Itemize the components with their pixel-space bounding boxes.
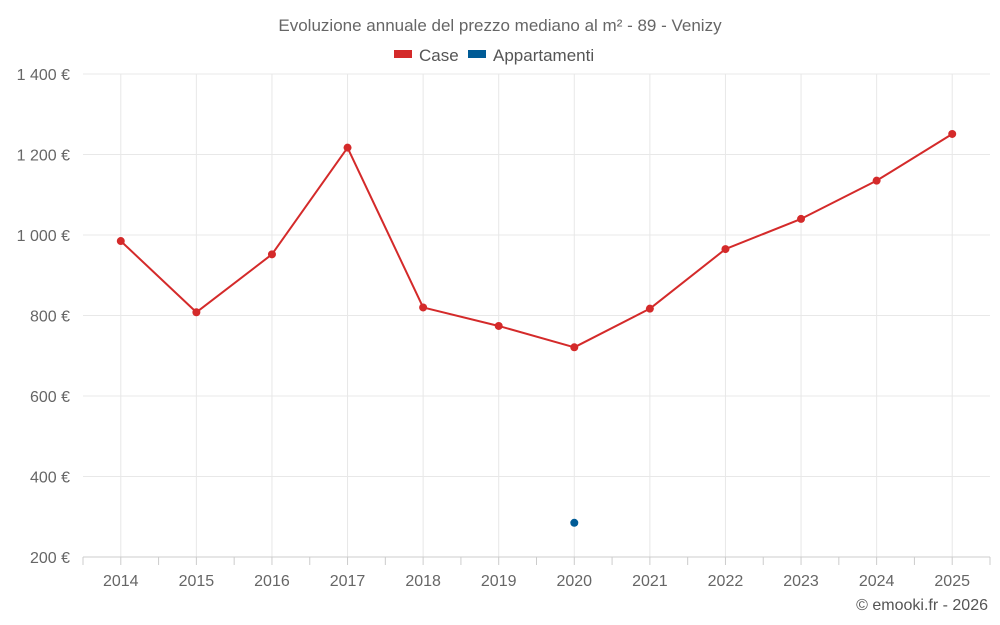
y-tick-label: 1 200 € [17,148,70,165]
x-tick-label: 2024 [859,573,895,590]
x-tick-label: 2018 [405,573,441,590]
x-axis-ticks: 2014 2015 2016 2017 2018 2019 2020 2021 2022 2023… [82,557,991,590]
x-tick-label: 2017 [330,573,366,590]
y-tick-label: 800 € [30,309,70,326]
x-tick-label: 2016 [254,573,290,590]
legend-item-appartamenti[interactable]: Appartamenti [468,46,594,65]
x-tick-label: 2020 [556,573,592,590]
data-point-case[interactable] [570,343,579,352]
data-point-case[interactable] [494,321,503,330]
x-tick-label: 2014 [103,573,139,590]
x-tick-label: 2021 [632,573,668,590]
data-point-case[interactable] [872,176,881,185]
chart-title: Evoluzione annuale del prezzo mediano al… [278,16,722,35]
x-tick-label: 2015 [179,573,215,590]
y-axis-ticks: 200 € 400 € 600 € 800 € 1 000 € 1 200 € 1 400 … [17,67,70,567]
legend: Case Appartamenti [394,46,594,65]
y-tick-label: 1 000 € [17,228,70,245]
data-point-case[interactable] [116,237,125,246]
data-point-case[interactable] [948,129,957,138]
data-point-case[interactable] [645,304,654,313]
data-point-case[interactable] [192,308,201,317]
x-tick-label: 2022 [708,573,744,590]
legend-item-case[interactable]: Case [394,46,459,65]
series-appartamenti [570,518,579,527]
series-line-case [120,133,953,349]
legend-swatch-appartamenti [468,50,486,58]
credit: © emooki.fr - 2026 [856,597,988,614]
data-point-case[interactable] [419,303,428,312]
y-tick-label: 400 € [30,470,70,487]
x-tick-label: 2025 [934,573,970,590]
legend-swatch-case [394,50,412,58]
grid [83,73,990,558]
data-point-appartamenti[interactable] [570,518,579,527]
x-tick-label: 2023 [783,573,819,590]
legend-label-appartamenti: Appartamenti [493,46,594,65]
data-point-case[interactable] [721,245,730,254]
data-point-case[interactable] [797,214,806,223]
x-tick-label: 2019 [481,573,517,590]
legend-label-case: Case [419,46,459,65]
data-point-case[interactable] [343,143,352,152]
y-tick-label: 1 400 € [17,67,70,84]
series-case [116,129,957,352]
y-tick-label: 600 € [30,389,70,406]
y-tick-label: 200 € [30,550,70,567]
data-point-case[interactable] [267,250,276,259]
series [116,129,957,527]
